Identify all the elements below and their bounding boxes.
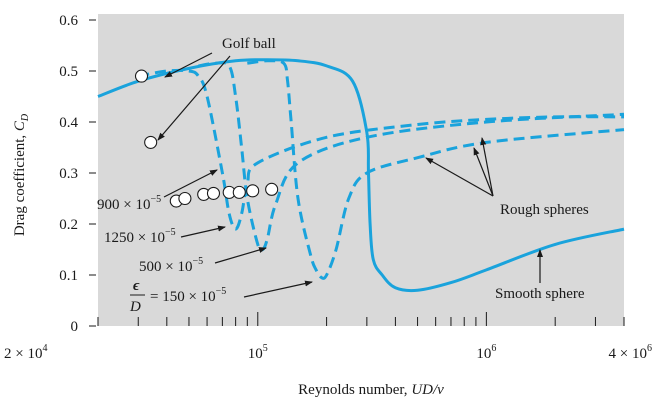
x-tick-label: 105 [248,343,268,362]
golf-ball-points [134,69,279,208]
x-axis-title: Reynolds number, UD/ν [298,382,444,398]
eps-150-value: = 150 × 10−5 [150,286,226,305]
y-tick-labels: 0 0.1 0.2 0.3 0.4 0.5 0.6 [59,13,78,335]
eps-1250-exp: −5 [165,227,176,238]
y-tick-label: 0.4 [59,115,78,131]
y-tick-label: 0.1 [59,268,78,284]
rough-arrow-2 [480,137,494,197]
eps-500-exp: −5 [192,256,203,267]
eps-1250-label: 1250 × 10−5 [104,227,176,246]
rough-arrow-3 [473,147,494,197]
smooth-sphere-label: Smooth sphere [495,286,585,302]
x-tick-labels: 2 × 104 105 106 4 × 106 [4,343,652,362]
y-axis-title-c: C [12,120,28,131]
y-tick-label: 0.5 [59,64,78,80]
eps-150-base: = 150 × 10 [150,289,216,305]
y-tick-label: 0.3 [59,166,78,182]
eps-900-label: 900 × 10−5 [97,194,161,213]
eps-150-epsilon: ϵ [133,278,140,294]
y-tick-label: 0 [71,319,79,335]
rough-sphere-curve-1 [138,68,625,231]
golf-ball-point [206,186,221,200]
golf-ball-arrow-2 [157,55,231,141]
golf-ball-point [232,185,246,199]
eps-500-arrow [214,247,267,264]
golf-ball-point [144,135,158,149]
golf-ball-point [246,184,260,198]
x-axis-title-nu: /ν [432,382,444,398]
y-tick-label: 0.2 [59,217,78,233]
eps-150-d: D [129,299,141,315]
plot-background [89,14,624,326]
eps-1250-base: 1250 × 10 [104,230,165,246]
golf-ball-label: Golf ball [222,36,276,52]
eps-900-arrow [163,169,218,198]
x-tick-label: 2 × 104 [4,343,47,362]
y-tick-label: 0.6 [59,13,78,29]
rough-sphere-curve-3 [247,59,625,280]
eps-500-base: 500 × 10 [139,259,192,275]
rough-arrow-1 [425,157,494,197]
golf-ball-arrow-1 [164,52,213,78]
eps-500-label: 500 × 10−5 [139,256,203,275]
x-tick-label: 4 × 106 [609,343,652,362]
x-axis-title-ud: UD [411,382,433,398]
eps-150-label: ϵ D = 150 × 10−5 [129,278,226,315]
y-axis-title: Drag coefficient, CD [12,113,31,236]
eps-150-arrow [243,280,313,298]
y-axis-title-main: Drag coefficient, [12,131,28,236]
x-tick-label: 106 [476,343,496,362]
x-axis-title-main: Reynolds number, [298,382,411,398]
annotation-arrows [157,52,543,298]
golf-ball-point [178,191,192,206]
eps-1250-arrow [180,225,226,238]
eps-900-exp: −5 [150,194,161,205]
y-axis-title-sub: D [20,113,31,122]
axis-ticks [89,19,625,327]
golf-ball-point [134,69,149,83]
eps-150-exp: −5 [216,286,227,297]
eps-900-base: 900 × 10 [97,197,150,213]
plot-white-band [89,14,98,326]
rough-spheres-label: Rough spheres [500,202,589,218]
golf-ball-point [265,182,279,196]
